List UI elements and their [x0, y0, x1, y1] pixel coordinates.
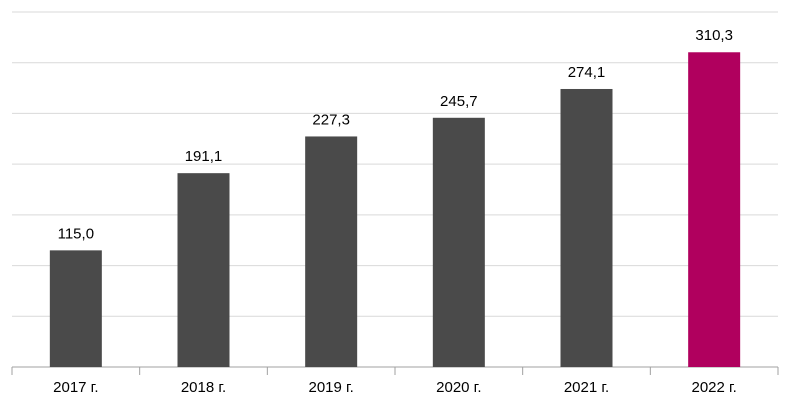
bar — [688, 52, 741, 367]
bar — [177, 173, 230, 367]
x-tick-label: 2019 г. — [308, 379, 353, 396]
x-tick-label: 2021 г. — [564, 379, 609, 396]
value-label: 115,0 — [58, 225, 94, 242]
x-tick-label: 2020 г. — [436, 379, 481, 396]
x-tick-label: 2018 г. — [181, 379, 226, 396]
bar — [432, 117, 485, 367]
value-label: 227,3 — [312, 111, 350, 128]
bar — [305, 136, 358, 367]
value-label: 274,1 — [568, 64, 606, 81]
bar — [560, 88, 613, 367]
value-label: 310,3 — [695, 27, 733, 44]
value-label: 191,1 — [185, 148, 223, 165]
x-tick-label: 2022 г. — [691, 379, 736, 396]
x-tick-label: 2017 г. — [53, 379, 98, 396]
value-label: 245,7 — [440, 93, 478, 110]
bar — [49, 250, 102, 367]
